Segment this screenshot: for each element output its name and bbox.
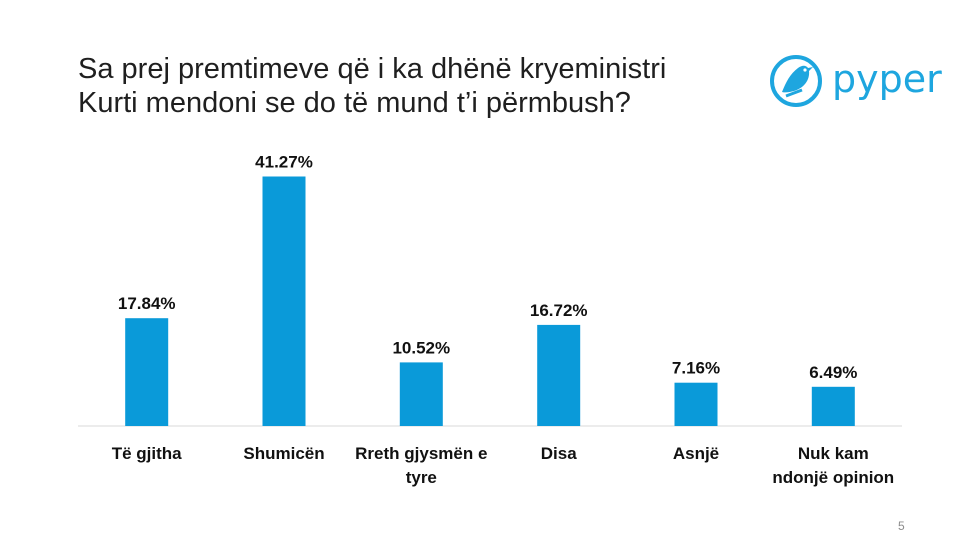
bird-icon <box>770 55 822 107</box>
bar-1 <box>125 318 169 426</box>
value-label-2: 41.27% <box>255 153 313 172</box>
bar-4 <box>537 324 581 426</box>
category-label-3-line-1: Rreth gjysmën e <box>355 444 487 463</box>
bar-5 <box>674 382 718 426</box>
category-label-6-line-2: ndonjë opinion <box>772 468 894 487</box>
category-label-5: Asnjë <box>673 444 719 463</box>
logo-text: pyper <box>832 57 942 101</box>
bar-3 <box>399 362 443 426</box>
category-label-3-line-2: tyre <box>406 468 437 487</box>
bar-2 <box>262 176 306 426</box>
category-label-4: Disa <box>541 444 577 463</box>
value-label-4: 16.72% <box>530 301 588 320</box>
bar-6 <box>811 386 855 426</box>
pyper-logo: pyper <box>770 55 942 107</box>
slide-number: 5 <box>898 519 905 533</box>
category-label-2: Shumicën <box>243 444 324 463</box>
value-label-5: 7.16% <box>672 359 720 378</box>
value-label-1: 17.84% <box>118 294 176 313</box>
chart-title: Sa prej premtimeve që i ka dhënë kryemin… <box>78 53 667 119</box>
value-label-3: 10.52% <box>392 338 450 357</box>
category-label-6-line-1: Nuk kam <box>798 444 869 463</box>
value-label-6: 6.49% <box>809 363 857 382</box>
category-label-1: Të gjitha <box>112 444 182 463</box>
